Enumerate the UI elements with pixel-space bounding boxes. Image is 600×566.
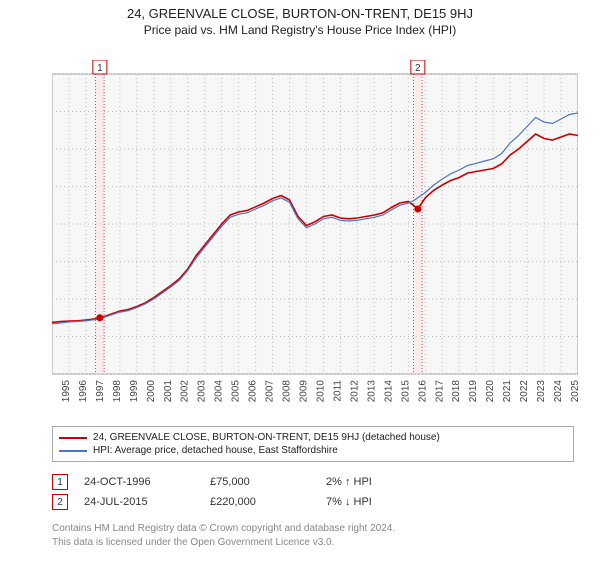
footer-line: This data is licensed under the Open Gov… (52, 536, 574, 550)
sale-hpi-diff: 2% ↑ HPI (326, 476, 446, 488)
chart-subtitle: Price paid vs. HM Land Registry's House … (0, 23, 600, 37)
sale-record: 1 24-OCT-1996 £75,000 2% ↑ HPI (52, 474, 574, 490)
sale-record: 2 24-JUL-2015 £220,000 7% ↓ HPI (52, 494, 574, 510)
legend-label: 24, GREENVALE CLOSE, BURTON-ON-TRENT, DE… (93, 432, 440, 443)
svg-text:1995: 1995 (61, 380, 72, 403)
legend-item-property: 24, GREENVALE CLOSE, BURTON-ON-TRENT, DE… (59, 431, 567, 444)
svg-text:2004: 2004 (214, 380, 225, 403)
svg-text:1997: 1997 (95, 380, 106, 403)
svg-text:2013: 2013 (366, 380, 377, 403)
legend-label: HPI: Average price, detached house, East… (93, 445, 338, 456)
svg-text:2024: 2024 (553, 380, 564, 403)
svg-text:2019: 2019 (468, 380, 479, 403)
legend-item-hpi: HPI: Average price, detached house, East… (59, 444, 567, 457)
svg-text:2000: 2000 (146, 380, 157, 403)
marker-badge: 2 (52, 494, 68, 510)
marker-badge: 1 (52, 474, 68, 490)
svg-text:2009: 2009 (299, 380, 310, 403)
legend: 24, GREENVALE CLOSE, BURTON-ON-TRENT, DE… (52, 426, 574, 462)
svg-text:1994: 1994 (52, 380, 55, 403)
attribution-footer: Contains HM Land Registry data © Crown c… (52, 522, 574, 549)
svg-text:2002: 2002 (180, 380, 191, 403)
sale-date: 24-OCT-1996 (84, 476, 194, 488)
sale-records: 1 24-OCT-1996 £75,000 2% ↑ HPI 2 24-JUL-… (52, 470, 574, 514)
svg-text:2012: 2012 (349, 380, 360, 403)
svg-text:2014: 2014 (383, 380, 394, 403)
svg-text:2010: 2010 (315, 380, 326, 403)
svg-text:2008: 2008 (282, 380, 293, 403)
chart-title: 24, GREENVALE CLOSE, BURTON-ON-TRENT, DE… (0, 6, 600, 21)
svg-text:2011: 2011 (332, 380, 343, 402)
svg-text:2016: 2016 (417, 380, 428, 403)
svg-text:2023: 2023 (536, 380, 547, 403)
svg-text:2015: 2015 (400, 380, 411, 403)
sale-price: £75,000 (210, 476, 310, 488)
chart-container: 24, GREENVALE CLOSE, BURTON-ON-TRENT, DE… (0, 6, 600, 566)
svg-text:2001: 2001 (163, 380, 174, 403)
legend-swatch (59, 437, 87, 439)
price-chart: £0£50K£100K£150K£200K£250K£300K£350K£400… (52, 60, 578, 410)
svg-text:2021: 2021 (502, 380, 513, 403)
svg-text:2006: 2006 (248, 380, 259, 403)
footer-line: Contains HM Land Registry data © Crown c… (52, 522, 574, 536)
svg-text:2: 2 (415, 63, 421, 74)
svg-text:2025: 2025 (570, 380, 578, 403)
sale-hpi-diff: 7% ↓ HPI (326, 496, 446, 508)
svg-text:2018: 2018 (451, 380, 462, 403)
svg-text:1998: 1998 (112, 380, 123, 403)
svg-text:2020: 2020 (485, 380, 496, 403)
svg-text:1996: 1996 (78, 380, 89, 403)
legend-swatch (59, 450, 87, 452)
sale-date: 24-JUL-2015 (84, 496, 194, 508)
sale-price: £220,000 (210, 496, 310, 508)
svg-text:2005: 2005 (231, 380, 242, 403)
svg-text:1999: 1999 (129, 380, 140, 403)
svg-text:2007: 2007 (265, 380, 276, 403)
svg-text:2022: 2022 (519, 380, 530, 403)
svg-text:2017: 2017 (434, 380, 445, 403)
svg-text:1: 1 (97, 63, 103, 74)
svg-text:2003: 2003 (197, 380, 208, 403)
